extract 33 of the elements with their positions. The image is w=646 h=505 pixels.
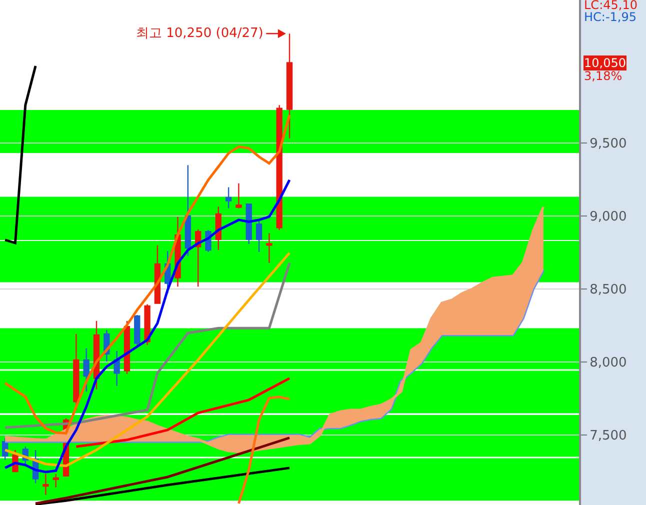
annotation: 최고 10,250 (04/27) bbox=[136, 26, 264, 41]
line-series bbox=[34, 436, 291, 505]
candlestick bbox=[225, 186, 232, 209]
candlestick bbox=[246, 203, 252, 245]
y-tick-label: 7,500 bbox=[590, 428, 627, 444]
y-tick-label: 8,500 bbox=[590, 282, 627, 298]
line-series bbox=[4, 262, 291, 429]
line-series bbox=[4, 252, 291, 468]
candlestick bbox=[52, 473, 59, 488]
candlestick bbox=[114, 350, 120, 386]
candlestick bbox=[144, 304, 150, 346]
line-series bbox=[74, 377, 291, 448]
text: LC:45,10 bbox=[584, 0, 638, 12]
line-series bbox=[4, 178, 291, 474]
candlestick bbox=[83, 348, 90, 392]
candlestick bbox=[134, 314, 140, 348]
candlestick bbox=[184, 164, 192, 257]
line-series bbox=[4, 64, 37, 244]
line-series bbox=[34, 466, 291, 505]
line-series bbox=[4, 114, 291, 434]
y-tick-label: 9,000 bbox=[590, 210, 627, 225]
y-tick-label: 8,000 bbox=[590, 356, 627, 371]
text: 3,18% bbox=[584, 69, 622, 83]
candlestick bbox=[256, 219, 262, 253]
line-series bbox=[237, 396, 291, 505]
candlestick bbox=[266, 232, 272, 264]
candlestick bbox=[286, 32, 293, 139]
candlestick bbox=[42, 473, 49, 496]
candlestick bbox=[73, 333, 80, 411]
text: 10,050 bbox=[584, 56, 626, 70]
candlestick bbox=[236, 182, 242, 209]
text: HC:-1,95 bbox=[584, 10, 636, 24]
y-tick-label: 9,500 bbox=[590, 136, 627, 152]
